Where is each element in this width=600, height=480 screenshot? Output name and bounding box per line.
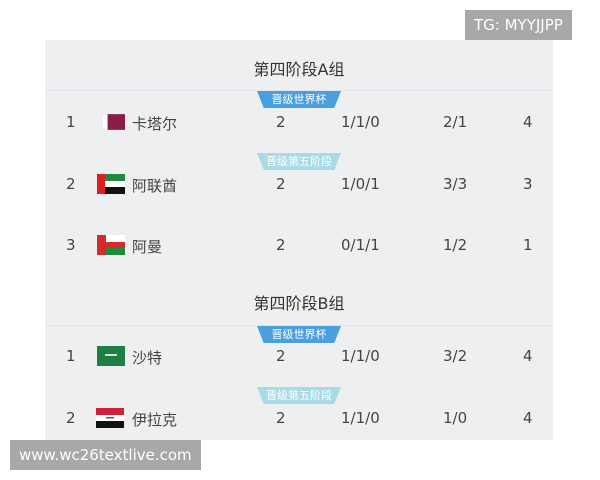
rank: 3: [66, 236, 76, 254]
played: 2: [276, 347, 286, 365]
played: 2: [276, 175, 286, 193]
qatar-flag-icon: [103, 114, 125, 130]
points: 4: [523, 347, 533, 365]
table-row[interactable]: 2 阿联酋 2 1/0/1 3/3 3: [45, 172, 553, 196]
uae-flag-icon: [97, 174, 125, 194]
points: 4: [523, 113, 533, 131]
table-row[interactable]: 2 伊拉克 2 1/1/0 1/0 4: [45, 406, 553, 430]
watermark-top: TG: MYYJJPP: [465, 10, 572, 40]
team-name: 阿曼: [132, 238, 163, 256]
team-name: 沙特: [132, 349, 163, 367]
points: 1: [523, 236, 533, 254]
rank: 1: [66, 347, 76, 365]
points: 4: [523, 409, 533, 427]
played: 2: [276, 113, 286, 131]
team-name: 阿联酋: [132, 177, 178, 195]
team-name: 卡塔尔: [132, 115, 178, 133]
table-row[interactable]: 3 阿曼 2 0/1/1 1/2 1: [45, 233, 553, 257]
win-draw-loss: 1/0/1: [341, 175, 380, 193]
goals: 3/2: [443, 347, 468, 365]
table-row[interactable]: 1 沙特 2 1/1/0 3/2 4: [45, 344, 553, 368]
fifth-stage-badge: 晋级第五阶段: [257, 153, 341, 170]
played: 2: [276, 236, 286, 254]
goals: 1/2: [443, 236, 468, 254]
standings-card: 第四阶段A组 晋级世界杯 1 卡塔尔 2 1/1/0 2/1 4 晋级第五阶段 …: [45, 40, 553, 440]
win-draw-loss: 1/1/0: [341, 409, 380, 427]
points: 3: [523, 175, 533, 193]
rank: 1: [66, 113, 76, 131]
saudi-flag-icon: [97, 346, 125, 366]
group-a-title: 第四阶段A组: [253, 60, 345, 79]
table-row[interactable]: 1 卡塔尔 2 1/1/0 2/1 4: [45, 110, 553, 134]
goals: 3/3: [443, 175, 468, 193]
iraq-flag-icon: [96, 408, 124, 428]
group-b-title: 第四阶段B组: [253, 294, 345, 313]
world-cup-badge: 晋级世界杯: [257, 91, 341, 108]
fifth-stage-badge: 晋级第五阶段: [257, 387, 341, 404]
win-draw-loss: 0/1/1: [341, 236, 380, 254]
rank: 2: [66, 175, 76, 193]
oman-flag-icon: [97, 235, 125, 255]
divider: [45, 325, 553, 326]
win-draw-loss: 1/1/0: [341, 113, 380, 131]
rank: 2: [66, 409, 76, 427]
watermark-bottom: www.wc26textlive.com: [10, 440, 201, 470]
team-name: 伊拉克: [132, 411, 178, 429]
win-draw-loss: 1/1/0: [341, 347, 380, 365]
goals: 1/0: [443, 409, 468, 427]
played: 2: [276, 409, 286, 427]
divider: [45, 90, 553, 91]
world-cup-badge: 晋级世界杯: [257, 326, 341, 343]
goals: 2/1: [443, 113, 468, 131]
